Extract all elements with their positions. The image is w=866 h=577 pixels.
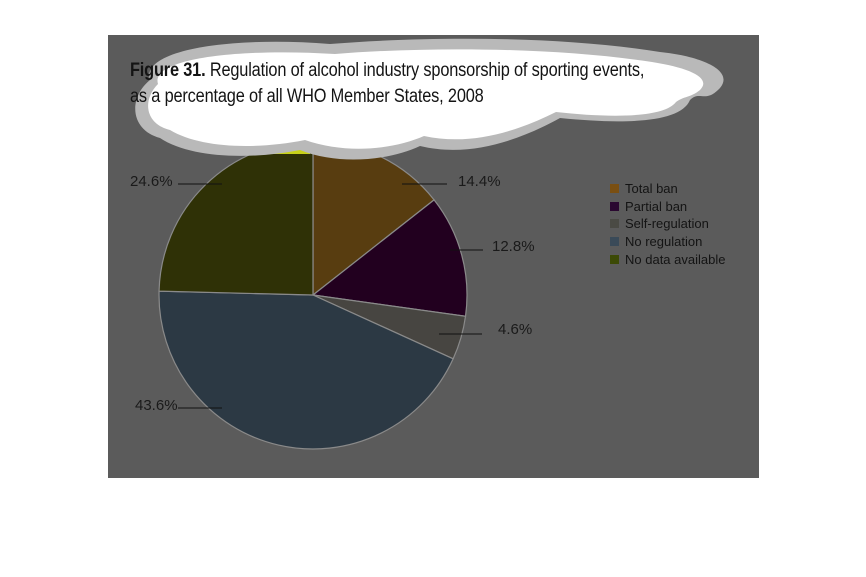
legend-item-no-regulation: No regulation (610, 234, 702, 249)
value-label-no-regulation: 43.6% (135, 397, 178, 414)
legend-item-partial-ban: Partial ban (610, 199, 687, 214)
legend: Total ban Partial ban Self-regulation No… (610, 181, 725, 267)
figure-title: Figure 31. Regulation of alcohol industr… (130, 60, 644, 82)
legend-label: No data available (625, 252, 725, 267)
slice-label-total-ban: 14.4% (402, 173, 501, 190)
legend-label: Partial ban (625, 199, 687, 214)
legend-label: Self-regulation (625, 216, 709, 231)
legend-swatch (610, 184, 619, 193)
pie-slice-no-regulation (158, 290, 454, 450)
slice-label-no-regulation: 43.6% (135, 397, 222, 414)
figure-title-line-1: Regulation of alcohol industry sponsorsh… (209, 60, 645, 81)
figure-title-line-2: as a percentage of all WHO Member States… (130, 86, 484, 107)
legend-label: No regulation (625, 234, 702, 249)
legend-swatch (610, 202, 619, 211)
pie-slice-partial-ban (311, 199, 468, 317)
slice-label-self-regulation: 4.6% (439, 321, 532, 338)
value-label-partial-ban: 12.8% (492, 238, 535, 255)
legend-swatch (610, 219, 619, 228)
value-label-self-regulation: 4.6% (498, 321, 532, 338)
legend-label: Total ban (625, 181, 678, 196)
pie-slices (158, 140, 468, 450)
slice-label-partial-ban: 12.8% (450, 238, 535, 255)
value-label-total-ban: 14.4% (458, 173, 501, 190)
legend-item-self-regulation: Self-regulation (610, 216, 709, 231)
value-label-no-data: 24.6% (130, 173, 173, 190)
legend-item-no-data: No data available (610, 252, 725, 267)
slice-label-no-data: 24.6% (130, 173, 222, 190)
title-callout (135, 38, 724, 160)
legend-swatch (610, 237, 619, 246)
legend-swatch (610, 255, 619, 264)
legend-item-total-ban: Total ban (610, 181, 678, 196)
figure-label: Figure 31. (130, 60, 206, 81)
